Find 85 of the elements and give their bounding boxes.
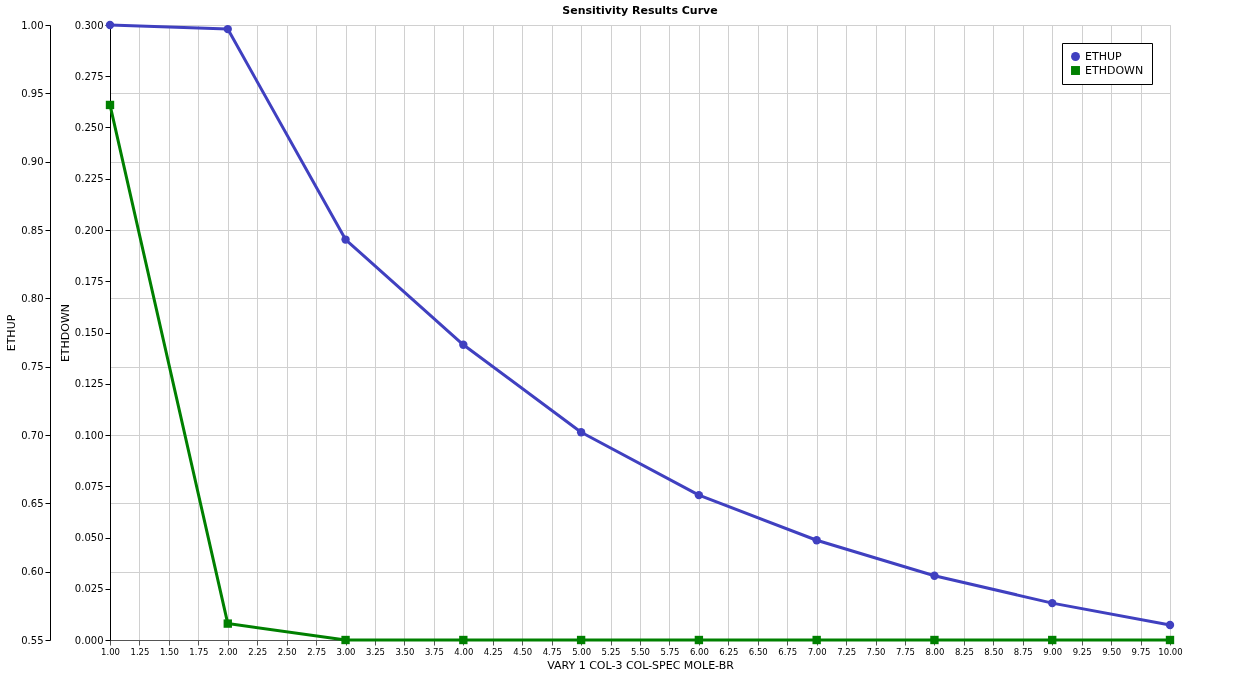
y-tick-label: 0.90 bbox=[21, 156, 44, 168]
x-tick-label: 7.75 bbox=[896, 646, 915, 657]
point bbox=[105, 100, 115, 110]
y2-tick-label: 0.050 bbox=[74, 532, 104, 543]
x-tick-label: 9.25 bbox=[1072, 646, 1092, 657]
x-tick-label: 5.00 bbox=[572, 646, 592, 657]
y2-tick-label: 0.000 bbox=[74, 634, 104, 646]
y2-tick-label: 0.275 bbox=[74, 70, 104, 82]
point bbox=[459, 635, 468, 645]
x-tick-label: 2.00 bbox=[218, 646, 238, 657]
y-tick-label: 0.85 bbox=[21, 224, 44, 236]
y2-tick-label: 0.175 bbox=[74, 275, 104, 287]
x-tick-label: 1.75 bbox=[189, 646, 209, 657]
y2-tick-label: 0.250 bbox=[74, 122, 104, 133]
x-tick-label: 9.00 bbox=[1043, 646, 1063, 657]
point bbox=[812, 536, 821, 545]
x-tick-label: 6.50 bbox=[748, 646, 768, 657]
y2-axis-title: ETHDOWN bbox=[58, 303, 72, 363]
point bbox=[812, 635, 821, 645]
y-tick-label: 0.65 bbox=[21, 497, 44, 509]
x-tick-label: 8.75 bbox=[1013, 646, 1033, 657]
chart-title: Sensitivity Results Curve bbox=[562, 4, 718, 17]
legend-label: ETHDOWN bbox=[1085, 63, 1144, 77]
x-tick-label: 5.50 bbox=[631, 646, 650, 657]
x-tick-label: 2.50 bbox=[277, 646, 297, 657]
x-axis-title: VARY 1 COL-3 COL-SPEC MOLE-BR bbox=[547, 659, 735, 672]
x-tick-label: 3.75 bbox=[424, 646, 444, 657]
x-tick-label: 4.00 bbox=[454, 646, 474, 657]
y2-tick-label: 0.075 bbox=[74, 480, 104, 492]
point bbox=[341, 235, 350, 244]
x-tick-label: 6.00 bbox=[689, 646, 709, 657]
y-tick-label: 0.55 bbox=[21, 634, 44, 646]
y-axis-title: ETHUP bbox=[5, 314, 19, 352]
y2-tick-label: 0.100 bbox=[74, 429, 104, 441]
point bbox=[1165, 620, 1175, 630]
x-tick-label: 7.00 bbox=[807, 646, 827, 657]
x-tick-label: 2.25 bbox=[248, 646, 268, 657]
y2-tick-label: 0.200 bbox=[74, 224, 104, 236]
x-tick-label: 7.25 bbox=[837, 646, 857, 657]
y2-tick-label: 0.125 bbox=[74, 378, 104, 390]
point bbox=[1048, 635, 1057, 645]
y2-tick-label: 0.150 bbox=[74, 327, 104, 338]
point bbox=[694, 490, 704, 500]
point bbox=[341, 635, 350, 645]
y-tick-label: 1.00 bbox=[21, 19, 44, 31]
y-tick-label: 0.80 bbox=[21, 292, 44, 304]
point bbox=[694, 635, 704, 645]
x-tick-label: 1.25 bbox=[130, 646, 150, 657]
x-tick-label: 9.75 bbox=[1131, 646, 1151, 657]
x-tick-label: 4.50 bbox=[513, 646, 533, 657]
x-tick-label: 7.50 bbox=[866, 646, 886, 657]
point bbox=[223, 24, 232, 34]
point bbox=[930, 635, 939, 645]
y-tick-label: 0.95 bbox=[21, 87, 44, 99]
y-tick-label: 0.60 bbox=[21, 566, 44, 578]
x-tick-label: 2.75 bbox=[307, 646, 327, 657]
x-tick-label: 5.25 bbox=[601, 646, 621, 657]
point bbox=[105, 20, 115, 30]
y2-tick-label: 0.225 bbox=[74, 173, 104, 185]
x-tick-label: 1.00 bbox=[101, 646, 120, 657]
x-tick-label: 3.00 bbox=[336, 646, 356, 657]
x-tick-label: 1.50 bbox=[159, 646, 179, 657]
x-tick-label: 9.50 bbox=[1102, 646, 1122, 657]
x-tick-label: 4.25 bbox=[483, 646, 503, 657]
point bbox=[930, 571, 939, 580]
x-tick-label: 3.25 bbox=[366, 646, 385, 657]
point bbox=[576, 428, 586, 437]
x-tick-label: 6.75 bbox=[778, 646, 798, 657]
y-tick-label: 0.70 bbox=[21, 429, 44, 441]
x-tick-label: 8.50 bbox=[984, 646, 1004, 657]
point bbox=[1048, 598, 1057, 608]
x-tick-label: 5.75 bbox=[660, 646, 680, 657]
x-tick-label: 4.75 bbox=[542, 646, 562, 657]
y-tick-label: 0.75 bbox=[21, 361, 44, 373]
x-tick-label: 6.25 bbox=[719, 646, 739, 657]
point bbox=[576, 635, 586, 645]
point bbox=[459, 340, 468, 349]
x-tick-label: 8.00 bbox=[925, 646, 945, 657]
legend-label: ETHUP bbox=[1085, 49, 1122, 63]
x-tick-label: 3.50 bbox=[395, 646, 415, 657]
x-tick-label: 8.25 bbox=[954, 646, 974, 657]
y2-tick-label: 0.300 bbox=[74, 19, 104, 31]
x-tick-label: 10.00 bbox=[1158, 646, 1183, 657]
point bbox=[223, 619, 232, 628]
y2-tick-label: 0.025 bbox=[74, 583, 104, 595]
